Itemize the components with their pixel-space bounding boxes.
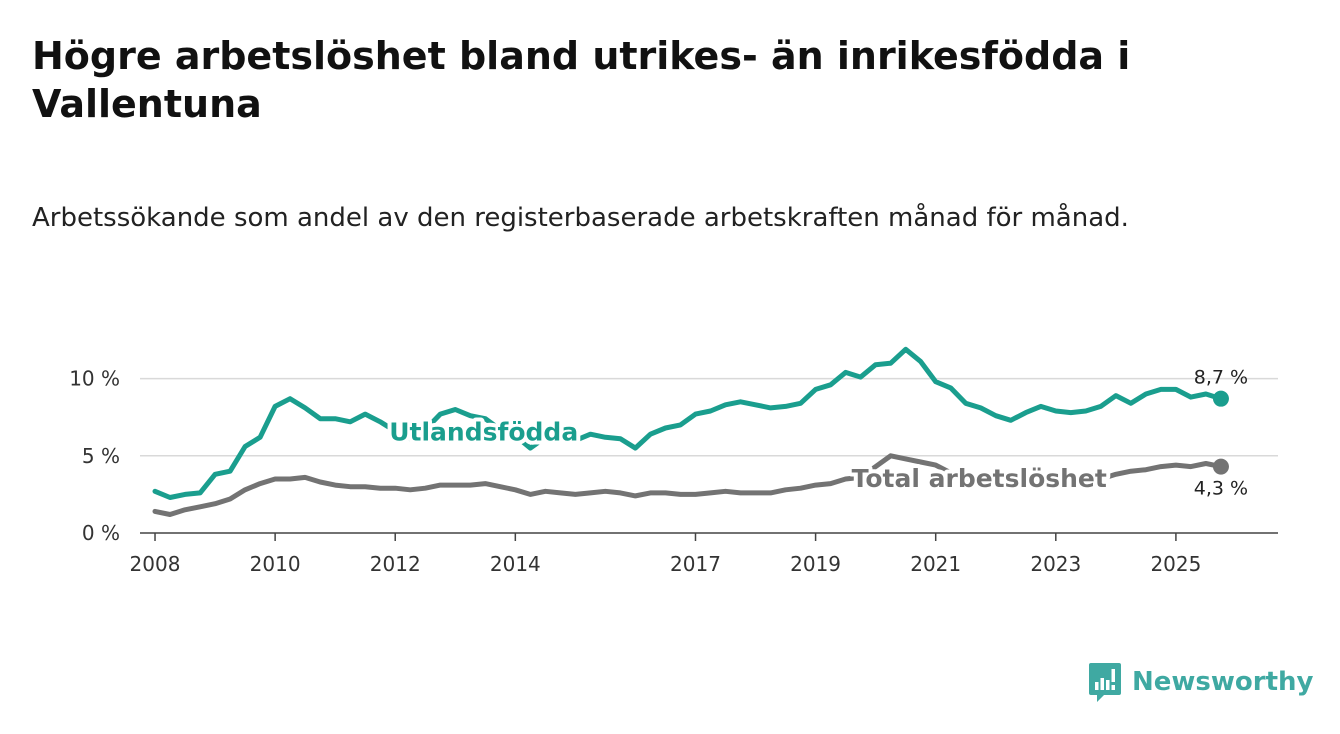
series-lines: [152, 346, 1229, 517]
tick-labels: 0 % 5 % 10 % 2008 2010 2012 2014 2017 2019 2021 20…: [69, 367, 1201, 576]
brand-name: Newsworthy: [1132, 667, 1314, 697]
end-value-label: 4,3 %: [1194, 478, 1248, 500]
y-tick-label: 10 %: [69, 367, 120, 391]
x-tick-label: 2025: [1150, 552, 1201, 576]
chart-subtitle: Arbetssökande som andel av den registerb…: [32, 203, 1129, 233]
x-tick-label: 2019: [790, 552, 841, 576]
chart-title: Högre arbetslöshet bland utrikes- än inr…: [32, 34, 1131, 126]
series-name-label: Total arbetslöshet: [852, 464, 1107, 493]
bar-chart-bubble-icon: [1089, 663, 1121, 702]
y-tick-label: 0 %: [82, 521, 120, 545]
x-tick-label: 2014: [490, 552, 541, 576]
x-tick-label: 2010: [250, 552, 301, 576]
series-labels: 8,7 % Utlandsfödda 4,3 % Total arbetslöshet: [385, 367, 1248, 500]
x-tick-label: 2012: [370, 552, 421, 576]
gridlines: [140, 377, 1278, 457]
newsworthy-logo: Newsworthy: [1088, 660, 1313, 704]
series-line-1: [152, 453, 1224, 517]
x-tick-label: 2021: [910, 552, 961, 576]
series-end-point: [1212, 458, 1229, 475]
series-line-0: [152, 346, 1224, 500]
x-tick-label: 2008: [130, 552, 181, 576]
x-axis: [140, 532, 1278, 541]
series-end-point: [1212, 390, 1229, 407]
x-tick-label: 2023: [1030, 552, 1081, 576]
series-name-label: Utlandsfödda: [389, 418, 578, 447]
x-tick-label: 2017: [670, 552, 721, 576]
y-tick-label: 5 %: [82, 444, 120, 468]
end-value-label: 8,7 %: [1194, 367, 1248, 389]
